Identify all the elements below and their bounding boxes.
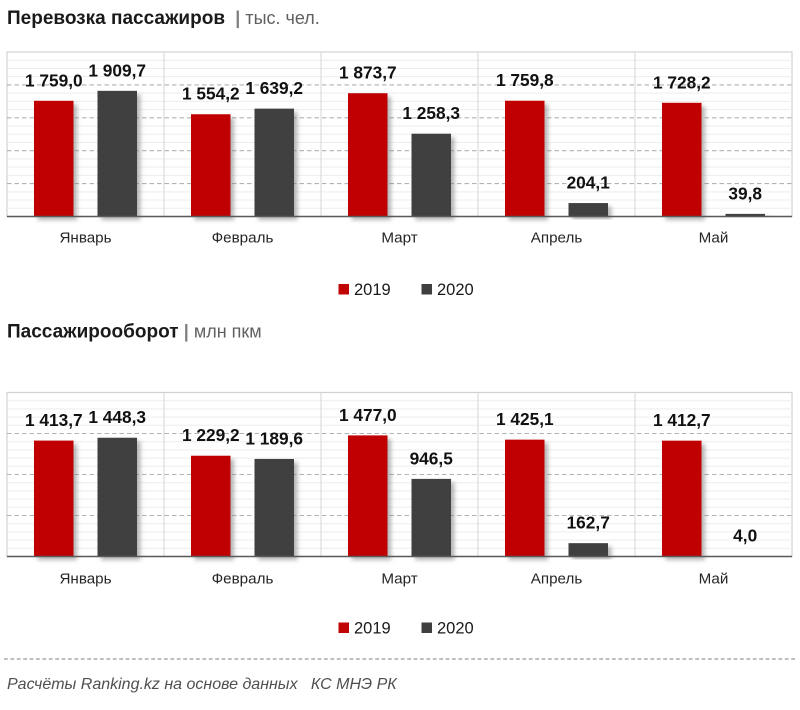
- svg-text:Пассажирооборот | млн пкм: Пассажирооборот | млн пкм: [7, 322, 262, 343]
- svg-text:162,7: 162,7: [567, 513, 610, 533]
- svg-text:1 873,7: 1 873,7: [339, 63, 397, 83]
- svg-text:1 258,3: 1 258,3: [402, 103, 460, 123]
- svg-text:1 189,6: 1 189,6: [245, 429, 303, 449]
- svg-text:4,0: 4,0: [733, 526, 757, 546]
- svg-text:1 554,2: 1 554,2: [182, 84, 240, 104]
- svg-text:Январь: Январь: [59, 230, 111, 247]
- svg-text:Февраль: Февраль: [212, 230, 274, 247]
- svg-text:1 759,0: 1 759,0: [25, 70, 83, 90]
- svg-text:1 412,7: 1 412,7: [653, 410, 711, 430]
- svg-text:1 477,0: 1 477,0: [339, 405, 397, 425]
- svg-text:Январь: Январь: [59, 571, 111, 588]
- svg-text:Май: Май: [699, 230, 729, 247]
- svg-text:Май: Май: [699, 571, 729, 588]
- svg-text:1 728,2: 1 728,2: [653, 72, 711, 92]
- svg-text:1 759,8: 1 759,8: [496, 70, 554, 90]
- svg-text:Расчёты Ranking.kz на основе д: Расчёты Ranking.kz на основе данных КС М…: [7, 676, 398, 693]
- svg-text:Апрель: Апрель: [531, 230, 583, 247]
- svg-text:39,8: 39,8: [728, 183, 762, 203]
- svg-text:1 909,7: 1 909,7: [88, 60, 146, 80]
- svg-text:1 639,2: 1 639,2: [245, 78, 303, 98]
- svg-text:Март: Март: [381, 230, 417, 247]
- svg-text:Перевозка пассажиров | тыс. ч: Перевозка пассажиров | тыс. чел.: [7, 8, 320, 29]
- svg-text:Март: Март: [381, 571, 417, 588]
- svg-text:204,1: 204,1: [567, 173, 611, 193]
- svg-text:Февраль: Февраль: [212, 571, 274, 588]
- svg-text:946,5: 946,5: [410, 448, 454, 468]
- svg-text:2020: 2020: [437, 281, 474, 299]
- svg-text:Апрель: Апрель: [531, 571, 583, 588]
- svg-text:2019: 2019: [354, 281, 391, 299]
- svg-text:1 425,1: 1 425,1: [496, 409, 554, 429]
- svg-text:2019: 2019: [354, 619, 391, 637]
- svg-text:1 229,2: 1 229,2: [182, 425, 240, 445]
- svg-text:1 448,3: 1 448,3: [88, 407, 146, 427]
- svg-text:2020: 2020: [437, 619, 474, 637]
- svg-text:1 413,7: 1 413,7: [25, 410, 83, 430]
